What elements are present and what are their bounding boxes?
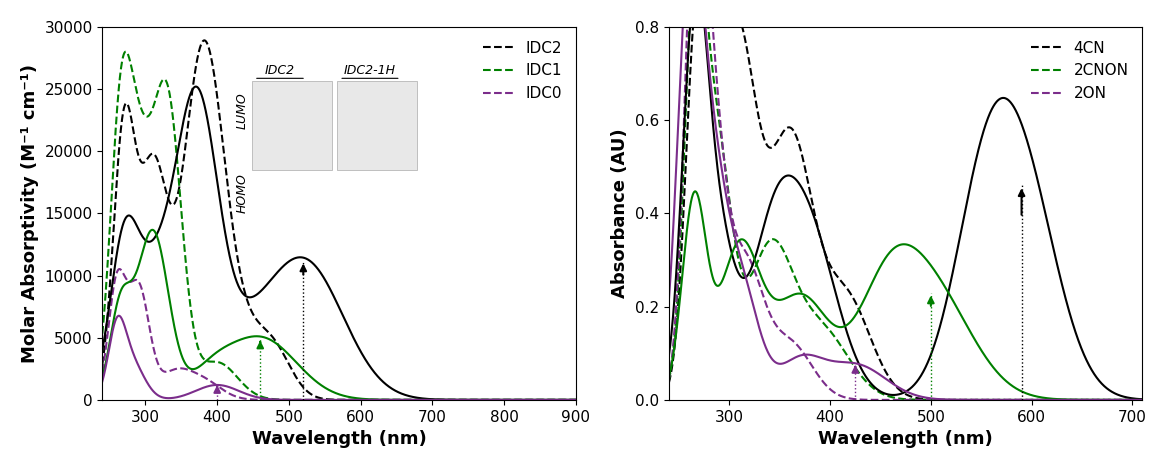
- 2CNON: [662, 374, 676, 380]
- Legend: IDC2, IDC1, IDC0: IDC2, IDC1, IDC0: [477, 35, 568, 107]
- 2CNON: [1135, 397, 1149, 403]
- Line: 4CN: 4CN: [669, 0, 1142, 399]
- 4CN: [863, 379, 877, 385]
- Line: 2ON: 2ON: [669, 0, 1142, 400]
- 2CNON: [932, 274, 946, 280]
- IDC0: [326, 397, 340, 403]
- IDC2: [569, 397, 583, 403]
- Text: LUMO: LUMO: [236, 92, 249, 129]
- 2CNON: [689, 189, 703, 194]
- 4CN: [873, 388, 887, 394]
- IDC2: [119, 214, 133, 219]
- 4CN: [662, 353, 676, 359]
- IDC0: [555, 397, 569, 403]
- 4CN: [699, 38, 713, 44]
- IDC0: [555, 397, 569, 403]
- IDC1: [469, 397, 483, 403]
- IDC1: [569, 397, 583, 403]
- Bar: [337, 81, 417, 170]
- IDC0: [469, 397, 483, 403]
- Text: IDC2-1H: IDC2-1H: [344, 64, 396, 77]
- Text: IDC2: IDC2: [265, 64, 295, 77]
- Line: IDC2: IDC2: [103, 87, 576, 400]
- IDC1: [145, 227, 159, 233]
- 2CNON: [881, 251, 895, 257]
- IDC2: [313, 270, 327, 275]
- 2CNON: [863, 284, 877, 290]
- X-axis label: Wavelength (nm): Wavelength (nm): [818, 430, 992, 448]
- 2ON: [718, 187, 732, 192]
- IDC2: [96, 347, 110, 352]
- Line: IDC0: IDC0: [103, 316, 576, 400]
- 2ON: [881, 378, 895, 384]
- Legend: 4CN, 2CNON, 2ON: 4CN, 2CNON, 2ON: [1025, 35, 1135, 107]
- IDC1: [313, 382, 327, 387]
- IDC2: [189, 84, 203, 90]
- IDC2: [469, 397, 483, 403]
- 2CNON: [718, 271, 732, 276]
- IDC0: [313, 397, 327, 403]
- IDC0: [119, 330, 133, 336]
- 2ON: [873, 372, 887, 378]
- Y-axis label: Absorbance (AU): Absorbance (AU): [611, 129, 629, 298]
- IDC2: [326, 292, 340, 297]
- Line: IDC1: IDC1: [103, 230, 576, 400]
- 2ON: [699, 30, 713, 35]
- IDC0: [112, 313, 126, 318]
- IDC1: [96, 374, 110, 380]
- IDC0: [96, 378, 110, 384]
- Line: 2CNON: 2CNON: [669, 191, 1142, 400]
- Y-axis label: Molar Absorptivity (M⁻¹ cm⁻¹): Molar Absorptivity (M⁻¹ cm⁻¹): [21, 64, 39, 363]
- 4CN: [718, 218, 732, 224]
- 4CN: [881, 392, 895, 397]
- 4CN: [932, 328, 946, 334]
- Text: HOMO: HOMO: [236, 173, 249, 213]
- 2ON: [932, 396, 946, 402]
- IDC1: [555, 397, 569, 403]
- Bar: [251, 81, 332, 170]
- 2CNON: [699, 237, 713, 243]
- 4CN: [1135, 396, 1149, 402]
- 2ON: [1135, 397, 1149, 403]
- 2ON: [662, 298, 676, 303]
- 2CNON: [873, 265, 887, 270]
- IDC0: [569, 397, 583, 403]
- X-axis label: Wavelength (nm): Wavelength (nm): [251, 430, 427, 448]
- IDC1: [555, 397, 569, 403]
- IDC2: [555, 397, 569, 403]
- IDC1: [326, 389, 340, 395]
- 2ON: [863, 366, 877, 371]
- IDC2: [555, 397, 569, 403]
- IDC1: [119, 280, 133, 286]
